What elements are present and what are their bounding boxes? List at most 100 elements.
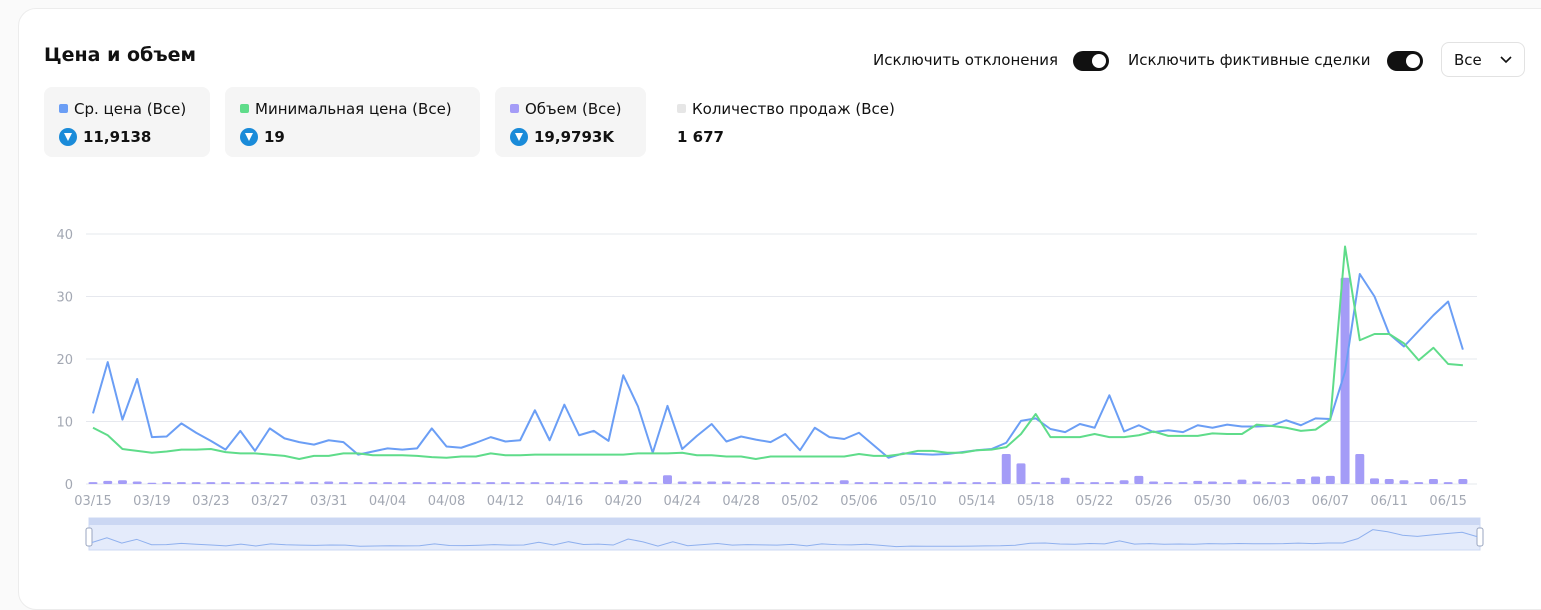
bar [1458, 479, 1468, 484]
bar [1443, 482, 1453, 484]
bar [618, 480, 628, 484]
coin-icon [510, 128, 528, 146]
x-tick-label: 03/19 [133, 494, 170, 509]
bar [1237, 479, 1247, 484]
chart: 0 10 20 30 40 03/15 03/19 03/23 03/27 03/31 04/04 0… [56, 228, 1484, 551]
bar [265, 482, 275, 484]
bar [338, 482, 348, 484]
x-tick-label: 03/31 [310, 494, 347, 509]
bar [677, 481, 687, 484]
bar [383, 482, 393, 484]
legend-label: Количество продаж (Все) [692, 100, 895, 118]
bar [928, 482, 938, 484]
bar [221, 482, 231, 484]
bar [1311, 476, 1321, 484]
bar [250, 482, 260, 484]
y-tick-label: 40 [56, 228, 73, 243]
bar [1384, 479, 1394, 484]
coin-icon [59, 128, 77, 146]
bar [353, 482, 363, 484]
bar [1119, 480, 1129, 484]
bar [839, 480, 849, 484]
x-tick-label: 05/14 [958, 494, 995, 509]
x-tick-label: 05/26 [1135, 494, 1172, 509]
x-tick-label: 03/15 [74, 494, 111, 509]
chevron [1500, 56, 1512, 64]
bar [1045, 482, 1055, 484]
bar [530, 482, 540, 484]
x-tick-label: 03/27 [251, 494, 288, 509]
bar [780, 482, 790, 484]
dropdown-label: Все [1454, 51, 1482, 69]
bar [88, 482, 98, 484]
bar [1207, 481, 1217, 484]
navigator-handle[interactable] [1476, 527, 1484, 547]
bar [987, 482, 997, 484]
line [92, 273, 1464, 459]
x-tick-label: 05/22 [1076, 494, 1113, 509]
stat-value: 19,9793K [534, 128, 614, 146]
bar [1296, 479, 1306, 484]
bar [1104, 482, 1114, 484]
y-tick-label: 0 [65, 478, 73, 493]
toggle-label: Исключить фиктивные сделки [1128, 51, 1371, 69]
bar [294, 481, 304, 484]
bar [117, 480, 127, 484]
x-tick-label: 05/18 [1017, 494, 1054, 509]
bar [324, 481, 334, 484]
toggle-switch[interactable] [1387, 51, 1423, 71]
bar [751, 482, 761, 484]
x-tick-label: 06/11 [1371, 494, 1408, 509]
bar [1414, 482, 1424, 484]
bar [1355, 454, 1365, 484]
bar [574, 482, 584, 484]
legend-label: Ср. цена (Все) [74, 100, 187, 118]
bar [1222, 482, 1232, 484]
bar [692, 481, 702, 484]
bar [869, 482, 879, 484]
bar [500, 482, 510, 484]
bar [456, 482, 466, 484]
bar [1325, 475, 1335, 484]
bar [913, 482, 923, 484]
bar [972, 482, 982, 484]
bar [1075, 482, 1085, 484]
x-tick-label: 04/12 [487, 494, 524, 509]
bar [1252, 481, 1262, 484]
line [92, 245, 1463, 460]
x-tick-label: 04/20 [605, 494, 642, 509]
toggle-label: Исключить отклонения [873, 51, 1059, 69]
bar [176, 482, 186, 484]
y-tick-label: 10 [56, 416, 73, 431]
x-tick-label: 05/30 [1194, 494, 1231, 509]
navigator-bar[interactable] [89, 518, 1480, 525]
bar [795, 482, 805, 484]
bar [397, 482, 407, 484]
navigator-handle[interactable] [85, 527, 93, 547]
bar [766, 482, 776, 484]
x-tick-label: 06/15 [1429, 494, 1466, 509]
bar [707, 481, 717, 484]
title: Цена и объем [44, 44, 197, 66]
x-tick-label: 04/04 [369, 494, 406, 509]
dropdown[interactable]: Все [1441, 42, 1525, 77]
bar [412, 482, 422, 484]
legend-swatch [677, 104, 686, 113]
x-tick-label: 03/23 [192, 494, 229, 509]
bar [648, 482, 658, 484]
bar [942, 481, 952, 484]
x-tick-label: 06/03 [1253, 494, 1290, 509]
stat-value: 1 677 [677, 128, 724, 146]
toggle-switch[interactable] [1073, 51, 1109, 71]
bar [1060, 477, 1070, 484]
bar [1428, 479, 1438, 484]
bar [604, 482, 614, 484]
bar [736, 482, 746, 484]
x-tick-label: 05/06 [840, 494, 877, 509]
bar [515, 482, 525, 484]
bar [1193, 480, 1203, 484]
bar [1340, 277, 1350, 484]
bar [427, 482, 437, 484]
bar [1399, 480, 1409, 484]
bar [1090, 482, 1100, 484]
